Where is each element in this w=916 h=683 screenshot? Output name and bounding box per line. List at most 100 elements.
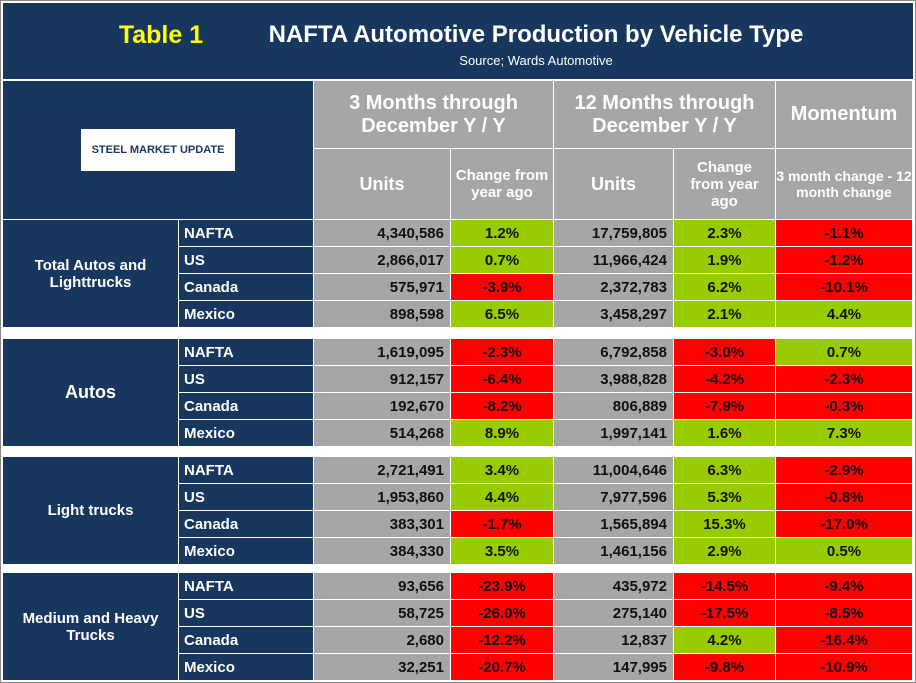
- change-cell: 7.3%: [776, 420, 913, 447]
- change-cell: -2.9%: [776, 457, 913, 484]
- row-label: Mexico: [179, 420, 314, 447]
- row-label: Canada: [179, 393, 314, 420]
- units-cell: 4,340,586: [314, 220, 451, 247]
- change-cell: -10.9%: [776, 654, 913, 681]
- units-cell: 898,598: [314, 301, 451, 328]
- change-cell: -0.3%: [776, 393, 913, 420]
- change-cell: 6.5%: [451, 301, 554, 328]
- change-cell: -10.1%: [776, 274, 913, 301]
- title: NAFTA Automotive Production by Vehicle T…: [268, 21, 804, 48]
- column-header: Momentum: [776, 81, 913, 149]
- change-cell: -1.1%: [776, 220, 913, 247]
- units-cell: 7,977,596: [554, 484, 674, 511]
- change-cell: -26.0%: [451, 600, 554, 627]
- units-cell: 275,140: [554, 600, 674, 627]
- change-cell: -8.5%: [776, 600, 913, 627]
- change-cell: 0.5%: [776, 538, 913, 565]
- group-label: Light trucks: [3, 457, 179, 565]
- column-subheader: Change from year ago: [451, 149, 554, 220]
- change-cell: -16.4%: [776, 627, 913, 654]
- row-label: US: [179, 484, 314, 511]
- logo: STEEL MARKET UPDATE: [81, 129, 235, 171]
- change-cell: 1.2%: [451, 220, 554, 247]
- column-subheader: Units: [314, 149, 451, 220]
- units-cell: 147,995: [554, 654, 674, 681]
- change-cell: -9.4%: [776, 573, 913, 600]
- change-cell: -3.0%: [674, 339, 776, 366]
- change-cell: 8.9%: [451, 420, 554, 447]
- change-cell: 4.4%: [451, 484, 554, 511]
- change-cell: 4.2%: [674, 627, 776, 654]
- change-cell: -4.2%: [674, 366, 776, 393]
- change-cell: 2.1%: [674, 301, 776, 328]
- units-cell: 1,619,095: [314, 339, 451, 366]
- group-label: Total Autos and Lighttrucks: [3, 220, 179, 328]
- change-cell: 2.9%: [674, 538, 776, 565]
- row-label: US: [179, 247, 314, 274]
- change-cell: -8.2%: [451, 393, 554, 420]
- units-cell: 192,670: [314, 393, 451, 420]
- change-cell: 1.6%: [674, 420, 776, 447]
- column-subheader: Change from year ago: [674, 149, 776, 220]
- change-cell: 5.3%: [674, 484, 776, 511]
- row-label: NAFTA: [179, 220, 314, 247]
- change-cell: -0.8%: [776, 484, 913, 511]
- change-cell: 4.4%: [776, 301, 913, 328]
- change-cell: -1.7%: [451, 511, 554, 538]
- units-cell: 912,157: [314, 366, 451, 393]
- units-cell: 1,997,141: [554, 420, 674, 447]
- source: Source; Wards Automotive: [459, 52, 613, 68]
- units-cell: 2,866,017: [314, 247, 451, 274]
- units-cell: 514,268: [314, 420, 451, 447]
- change-cell: 0.7%: [776, 339, 913, 366]
- row-label: NAFTA: [179, 573, 314, 600]
- column-subheader: 3 month change - 12 month change: [776, 149, 913, 220]
- units-cell: 11,966,424: [554, 247, 674, 274]
- row-label: Canada: [179, 627, 314, 654]
- change-cell: -9.8%: [674, 654, 776, 681]
- row-label: US: [179, 600, 314, 627]
- change-cell: 1.9%: [674, 247, 776, 274]
- units-cell: 11,004,646: [554, 457, 674, 484]
- change-cell: -17.0%: [776, 511, 913, 538]
- row-label: NAFTA: [179, 457, 314, 484]
- units-cell: 93,656: [314, 573, 451, 600]
- change-cell: -20.7%: [451, 654, 554, 681]
- change-cell: -6.4%: [451, 366, 554, 393]
- units-cell: 806,889: [554, 393, 674, 420]
- units-cell: 1,953,860: [314, 484, 451, 511]
- units-cell: 12,837: [554, 627, 674, 654]
- units-cell: 17,759,805: [554, 220, 674, 247]
- change-cell: 15.3%: [674, 511, 776, 538]
- units-cell: 3,988,828: [554, 366, 674, 393]
- change-cell: 6.3%: [674, 457, 776, 484]
- units-cell: 575,971: [314, 274, 451, 301]
- change-cell: -17.5%: [674, 600, 776, 627]
- units-cell: 58,725: [314, 600, 451, 627]
- group-label: Medium and Heavy Trucks: [3, 573, 179, 681]
- change-cell: 3.5%: [451, 538, 554, 565]
- units-cell: 1,565,894: [554, 511, 674, 538]
- units-cell: 3,458,297: [554, 301, 674, 328]
- column-header: 12 Months through December Y / Y: [554, 81, 776, 149]
- change-cell: -1.2%: [776, 247, 913, 274]
- change-cell: -23.9%: [451, 573, 554, 600]
- table-label: Table 1: [118, 20, 204, 49]
- column-subheader: Units: [554, 149, 674, 220]
- change-cell: 3.4%: [451, 457, 554, 484]
- row-label: NAFTA: [179, 339, 314, 366]
- row-label: US: [179, 366, 314, 393]
- row-label: Mexico: [179, 301, 314, 328]
- change-cell: -3.9%: [451, 274, 554, 301]
- row-label: Mexico: [179, 538, 314, 565]
- units-cell: 383,301: [314, 511, 451, 538]
- column-header: 3 Months through December Y / Y: [314, 81, 554, 149]
- units-cell: 1,461,156: [554, 538, 674, 565]
- logo-area: STEEL MARKET UPDATE: [3, 81, 314, 220]
- units-cell: 32,251: [314, 654, 451, 681]
- change-cell: -7.9%: [674, 393, 776, 420]
- change-cell: 6.2%: [674, 274, 776, 301]
- units-cell: 2,721,491: [314, 457, 451, 484]
- change-cell: -2.3%: [451, 339, 554, 366]
- row-label: Canada: [179, 511, 314, 538]
